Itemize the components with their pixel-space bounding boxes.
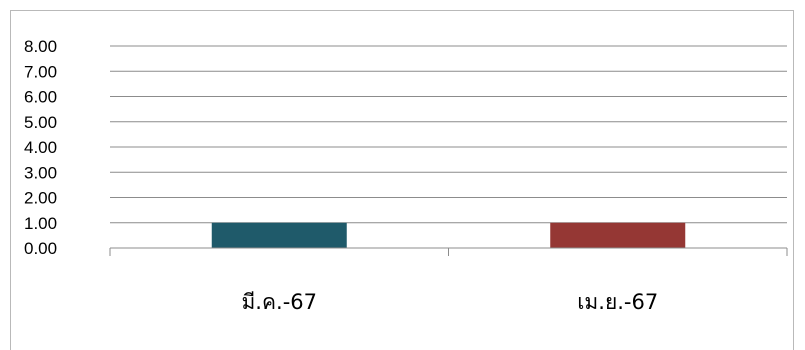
x-category-label: มี.ค.-67	[241, 290, 317, 314]
bar-1	[211, 222, 347, 248]
x-axis-category-labels: มี.ค.-67 เม.ย.-67	[241, 290, 658, 314]
y-tick-label: 3.00	[24, 163, 57, 182]
bar-chart: 0.00 1.00 2.00 3.00 4.00 5.00 6.00 7.00 8.00 มี.…	[24, 37, 788, 314]
gridlines	[110, 45, 787, 224]
y-axis-tick-labels: 0.00 1.00 2.00 3.00 4.00 5.00 6.00 7.00 8.00	[24, 37, 57, 258]
y-tick-label: 7.00	[24, 62, 57, 81]
x-axis	[109, 247, 788, 256]
y-tick-label: 6.00	[24, 88, 57, 107]
y-tick-label: 2.00	[24, 189, 57, 208]
bars	[211, 222, 686, 248]
bar-2	[550, 222, 686, 248]
y-tick-label: 0.00	[24, 239, 57, 258]
y-tick-label: 4.00	[24, 138, 57, 157]
y-tick-label: 8.00	[24, 37, 57, 56]
y-tick-label: 1.00	[24, 214, 57, 233]
y-tick-label: 5.00	[24, 113, 57, 132]
x-category-label: เม.ย.-67	[577, 290, 658, 314]
chart-frame	[10, 10, 794, 350]
